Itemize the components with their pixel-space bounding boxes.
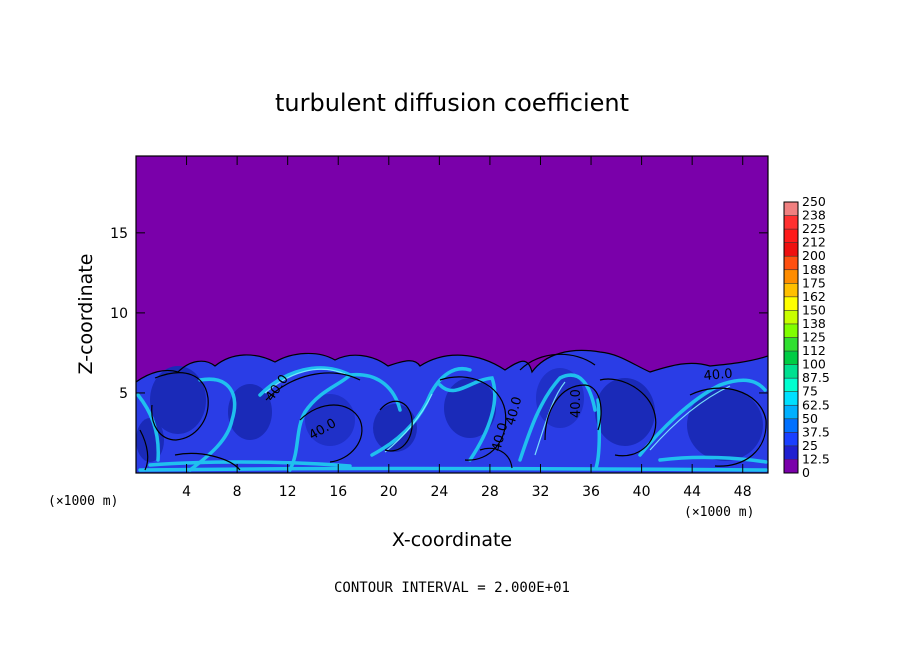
colorbar-label: 200 [802,248,826,263]
x-tick-label: 40 [633,484,651,500]
colorbar-swatch [784,323,798,338]
colorbar-swatch [784,283,798,298]
colorbar-swatch [784,269,798,284]
x-axis-label: X-coordinate [392,529,512,551]
colorbar-label: 25 [802,438,818,453]
colorbar-swatch [784,459,798,473]
plot-area: 40.0 40.0 40.0 40.0 40.0 40.0 [135,155,769,474]
colorbar-label: 112 [802,343,826,358]
eddy [536,368,584,428]
x-tick-label: 32 [532,484,550,500]
x-tick-label: 24 [430,484,448,500]
contour-label: 40.0 [703,367,733,384]
x-tick-label: 4 [182,484,191,500]
y-axis: 5 10 15 [110,226,768,402]
colorbar-label: 150 [802,302,826,317]
eddy [373,404,417,452]
colorbar-swatch [784,337,798,352]
colorbar-label: 62.5 [802,397,830,412]
colorbar-label: 37.5 [802,424,830,439]
colorbar-swatch [784,296,798,311]
eddy [228,384,272,440]
colorbar-label: 188 [802,262,826,277]
x-tick-label: 44 [683,484,701,500]
colorbar: 2502382252122001881751621501381251121008… [783,194,830,480]
colorbar-label: 238 [802,208,826,223]
colorbar-swatch [784,256,798,271]
x-unit-left: (×1000 m) [48,494,118,509]
eddy [444,378,496,438]
y-tick-label: 15 [110,226,128,242]
eddy [305,394,355,446]
colorbar-swatch [784,432,798,447]
x-tick-label: 16 [329,484,347,500]
colorbar-swatch [784,364,798,379]
turbulent-layer [136,350,768,473]
colorbar-label: 50 [802,411,818,426]
colorbar-swatch [784,351,798,366]
colorbar-label: 12.5 [802,451,830,466]
eddy [595,378,655,446]
colorbar-swatch [784,229,798,244]
colorbar-label: 0 [802,465,810,480]
x-tick-label: 20 [380,484,398,500]
high-diffusion-filaments [136,366,768,472]
colorbar-label: 212 [802,235,826,250]
colorbar-label: 225 [802,221,826,236]
colorbar-swatch [784,310,798,325]
colorbar-swatch [784,242,798,257]
y-tick-label: 10 [110,306,128,322]
colorbar-swatch [784,215,798,230]
contour-interval-note: CONTOUR INTERVAL = 2.000E+01 [334,580,570,596]
eddy [687,389,763,461]
colorbar-label: 75 [802,384,818,399]
colorbar-label: 250 [802,194,826,209]
colorbar-swatch [784,391,798,406]
colorbar-swatch [784,445,798,460]
plot-frame [135,155,769,474]
x-axis: 4 8 12 16 20 24 28 32 36 40 44 48 [182,156,752,500]
colorbar-swatch [784,202,798,217]
contour-label: 40.0 [489,421,511,453]
x-tick-label: 12 [279,484,297,500]
colorbar-swatch [784,418,798,433]
colorbar-label: 162 [802,289,826,304]
colorbar-label: 87.5 [802,370,830,385]
x-tick-label: 48 [734,484,752,500]
contour-label: 40.0 [569,389,584,418]
colorbar-label: 175 [802,275,826,290]
colorbar-swatch [784,405,798,420]
colorbar-label: 125 [802,330,826,345]
colorbar-frame [783,201,799,474]
x-tick-label: 28 [481,484,499,500]
y-axis-label: Z-coordinate [75,254,97,375]
eddy [150,366,206,434]
chart-title: turbulent diffusion coefficient [275,89,629,117]
x-tick-label: 36 [582,484,600,500]
contour-label: 40.0 [503,395,525,427]
x-tick-label: 8 [233,484,242,500]
y-tick-label: 5 [119,386,128,402]
colorbar-label: 100 [802,357,826,372]
colorbar-swatch [784,378,798,393]
colorbar-label: 138 [802,316,826,331]
x-unit-right: (×1000 m) [684,505,754,520]
